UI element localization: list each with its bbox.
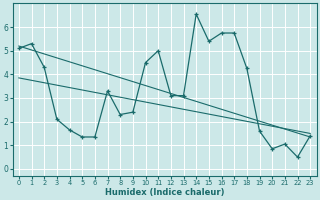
X-axis label: Humidex (Indice chaleur): Humidex (Indice chaleur): [105, 188, 224, 197]
